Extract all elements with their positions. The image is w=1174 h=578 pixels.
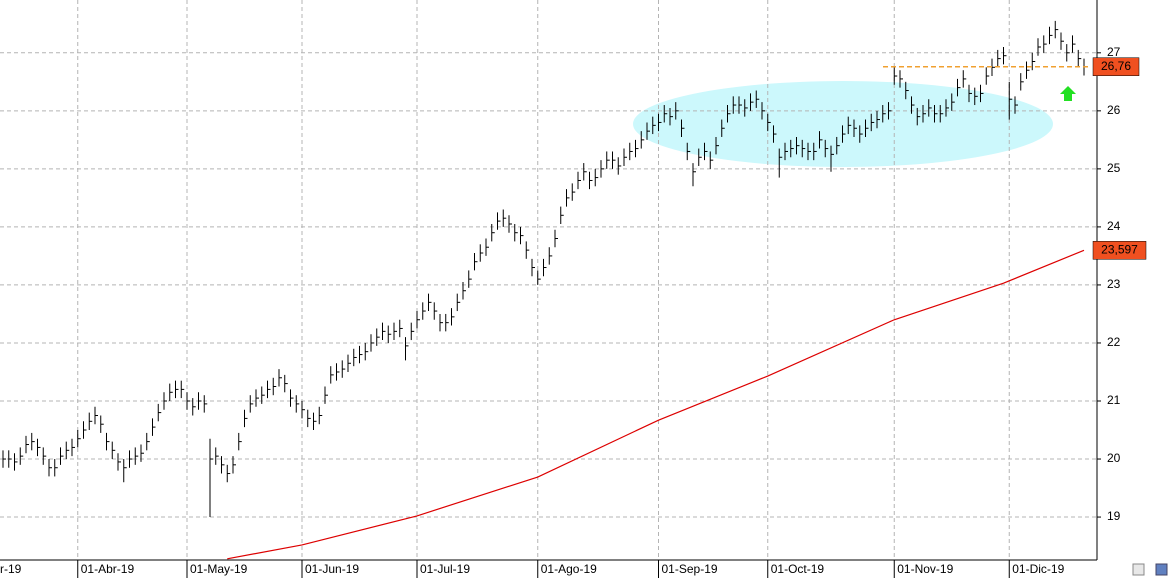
price-tag: [1092, 241, 1147, 260]
y-tick-label: 27: [1107, 45, 1121, 59]
y-tick-label: 21: [1107, 393, 1121, 407]
highlight-ellipse: [633, 81, 1053, 167]
icon[interactable]: [1132, 563, 1145, 576]
x-tick-label: 01-May-19: [190, 562, 248, 576]
x-tick-label: 01-Oct-19: [771, 562, 825, 576]
x-tick-label: 01-Abr-19: [81, 562, 135, 576]
price-tag-label: 23,597: [1101, 242, 1138, 256]
x-tick-label: 01-Dic-19: [1012, 562, 1064, 576]
y-tick-label: 25: [1107, 161, 1121, 175]
y-tick-label: 26: [1107, 103, 1121, 117]
marks: [2, 20, 1090, 560]
y-tick-label: 19: [1107, 509, 1121, 523]
x-tick-label: 01-Jun-19: [305, 562, 359, 576]
price-tag: [1092, 57, 1140, 76]
x-tick-label: r-19: [0, 562, 22, 576]
up-arrow: [1060, 86, 1076, 101]
y-tick-label: 22: [1107, 335, 1121, 349]
labels: 19 20 21 22 23 24 25 26 27 r-19 01-Abr-19 01-May-19…: [0, 45, 1147, 576]
y-tick-label: 23: [1107, 277, 1121, 291]
x-tick-label: 01-Nov-19: [897, 562, 953, 576]
price-tag-label: 26,76: [1101, 59, 1131, 73]
save-icon[interactable]: [1155, 563, 1168, 576]
y-tick-label: 20: [1107, 451, 1121, 465]
x-tick-label: 01-Ago-19: [541, 562, 597, 576]
grid: [0, 0, 1101, 578]
x-tick-label: 01-Sep-19: [662, 562, 718, 576]
moving-average: [227, 249, 1085, 560]
x-tick-label: 01-Jul-19: [420, 562, 470, 576]
y-tick-label: 24: [1107, 219, 1121, 233]
